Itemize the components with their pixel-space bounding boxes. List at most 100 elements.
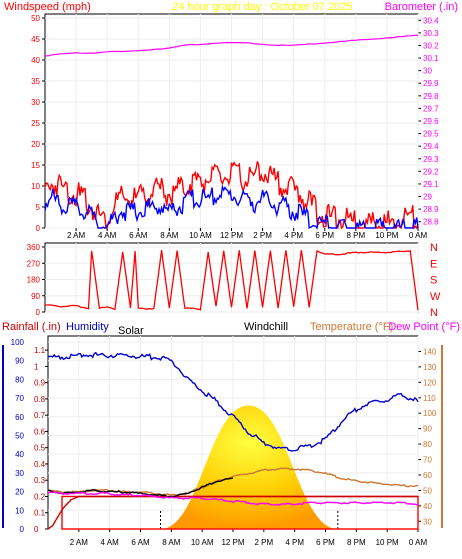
barometer-tick-label: 29.4: [423, 142, 439, 151]
rainfall-tick-label: 1.1: [34, 346, 46, 355]
x-tick-label: 4 AM: [101, 538, 120, 547]
rainfall-tick-label: 0.5: [34, 444, 46, 453]
direction-tick-label: 180: [27, 276, 41, 285]
barometer-tick-label: 28.8: [423, 218, 439, 227]
barometer-tick-label: 29.7: [423, 104, 439, 113]
windspeed-tick-label: 15: [31, 161, 40, 170]
temperature-tick-label: 50: [423, 486, 432, 495]
barometer-tick-label: 29.8: [423, 92, 439, 101]
rainfall-tick-label: 0.7: [34, 411, 46, 420]
rainfall-tick-label: 0.1: [34, 509, 46, 518]
x-tick-label: 8 PM: [346, 231, 365, 240]
barometer-tick-label: 30: [423, 67, 432, 76]
x-tick-label: 0 AM: [409, 538, 428, 547]
windchill-header: Windchill: [244, 321, 288, 333]
solar-header: Solar: [118, 325, 144, 337]
temperature-tick-label: 110: [423, 394, 436, 403]
temperature-tick-label: 30: [423, 517, 432, 526]
rainfall-tick-label: 0.6: [34, 427, 46, 436]
barometer-tick-label: 30.1: [423, 54, 439, 63]
humidity-tick-label: 0: [20, 525, 25, 534]
humidity-tick-label: 30: [15, 469, 24, 478]
direction-tick-label: 90: [31, 292, 40, 301]
rainfall-series: [47, 495, 418, 530]
x-tick-label: 0 AM: [409, 231, 428, 240]
humidity-tick-label: 60: [15, 413, 24, 422]
direction-tick-label: 360: [27, 243, 41, 252]
avg_wind-series: [44, 184, 419, 230]
humidity-tick-label: 90: [15, 357, 24, 366]
temperature-tick-label: 90: [423, 425, 432, 434]
compass-label: W: [430, 291, 441, 303]
humidity-header: Humidity: [66, 321, 109, 333]
humidity-tick-label: 50: [15, 432, 24, 441]
compass-label: E: [430, 258, 437, 270]
x-tick-label: 12 PM: [221, 538, 244, 547]
windspeed-tick-label: 35: [31, 77, 40, 86]
barometer-header: Barometer (.in): [385, 1, 458, 13]
humidity-tick-label: 40: [15, 450, 24, 459]
humidity-series: [47, 351, 419, 452]
temperature-tick-label: 40: [423, 502, 432, 511]
windspeed-tick-label: 40: [31, 56, 40, 65]
windspeed-tick-label: 0: [36, 224, 41, 233]
rainfall-tick-label: 0.9: [34, 379, 46, 388]
rainfall-tick-label: 1: [34, 362, 39, 371]
barometer-series: [44, 34, 418, 57]
barometer-tick-label: 29.1: [423, 180, 439, 189]
direction-tick-label: 0: [36, 308, 41, 317]
x-tick-label: 2 AM: [70, 538, 89, 547]
barometer-tick-label: 30.3: [423, 29, 439, 38]
temperature-scale-bar: [441, 345, 443, 528]
humidity-tick-label: 70: [15, 394, 24, 403]
x-tick-label: 10 PM: [376, 538, 399, 547]
windspeed-tick-label: 10: [31, 182, 40, 191]
graph-title: 24 hour graph day : October 07 2025: [172, 1, 352, 13]
windspeed-tick-label: 20: [31, 140, 40, 149]
barometer-tick-label: 28.9: [423, 205, 439, 214]
barometer-tick-label: 29: [423, 193, 432, 202]
humidity-tick-label: 80: [15, 375, 24, 384]
rain-humidity-panel: 0 10 20 30 40 50 60 70 80 90 100 0 0.1 0.2 0.3 0.4 0.5 0.…: [11, 336, 437, 547]
windspeed-tick-label: 30: [31, 98, 40, 107]
barometer-tick-label: 30.4: [423, 16, 439, 25]
rainfall-tick-label: 0.3: [34, 476, 46, 485]
temperature-header: Temperature (°F): [310, 321, 393, 333]
x-tick-label: 8 PM: [347, 538, 366, 547]
rainfall-header: Rainfall (.in): [2, 321, 61, 333]
wind-direction-series: [44, 249, 419, 311]
rainfall-scale-bar: [2, 345, 4, 528]
barometer-tick-label: 29.2: [423, 167, 439, 176]
x-tick-label: 4 PM: [284, 231, 303, 240]
compass-label: N: [430, 242, 438, 254]
humidity-tick-label: 20: [15, 488, 24, 497]
barometer-tick-label: 29.9: [423, 79, 439, 88]
humidity-tick-label: 100: [11, 338, 25, 347]
temperature-tick-label: 100: [423, 409, 437, 418]
windspeed-tick-label: 50: [31, 14, 40, 23]
barometer-tick-label: 29.6: [423, 117, 439, 126]
x-tick-label: 4 PM: [285, 538, 304, 547]
x-tick-label: 4 AM: [98, 231, 117, 240]
x-tick-label: 10 PM: [375, 231, 398, 240]
windspeed-header: Windspeed (mph): [4, 1, 91, 13]
dew_point-series: [47, 491, 419, 506]
x-tick-label: 6 PM: [315, 231, 334, 240]
x-tick-label: 10 AM: [191, 538, 214, 547]
windspeed-tick-label: 25: [31, 119, 40, 128]
rainfall-tick-label: 0.8: [34, 395, 46, 404]
x-tick-label: 8 AM: [162, 538, 181, 547]
windspeed-tick-label: 5: [36, 203, 41, 212]
windspeed-tick-label: 45: [31, 35, 40, 44]
compass-label: S: [430, 275, 437, 287]
x-tick-label: 6 AM: [131, 538, 150, 547]
dew-point-header: Dew Point (°F): [388, 321, 460, 333]
barometer-tick-label: 29.5: [423, 130, 439, 139]
direction-tick-label: 270: [27, 259, 41, 268]
barometer-tick-label: 29.3: [423, 155, 439, 164]
x-tick-label: 2 PM: [254, 538, 273, 547]
rainfall-tick-label: 0: [34, 525, 39, 534]
